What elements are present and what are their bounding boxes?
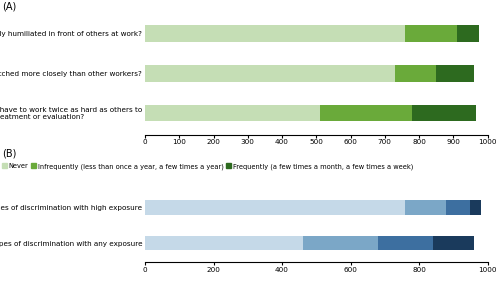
Bar [395, 65, 436, 81]
Bar [406, 200, 446, 215]
Bar [470, 200, 480, 215]
Bar [145, 105, 320, 121]
Bar [412, 105, 476, 121]
Legend: Never, Infrequently (less than once a year, a few times a year), Frequently (a f: Never, Infrequently (less than once a ye… [0, 160, 416, 172]
Bar [446, 200, 470, 215]
Bar [145, 65, 395, 81]
Bar [320, 105, 412, 121]
Text: (A): (A) [2, 1, 17, 11]
Bar [432, 236, 474, 251]
Bar [145, 200, 406, 215]
Bar [302, 236, 378, 251]
Bar [378, 236, 432, 251]
Text: (B): (B) [2, 148, 17, 158]
Bar [145, 25, 406, 42]
Bar [406, 25, 456, 42]
Bar [436, 65, 474, 81]
Bar [456, 25, 479, 42]
Bar [145, 236, 302, 251]
